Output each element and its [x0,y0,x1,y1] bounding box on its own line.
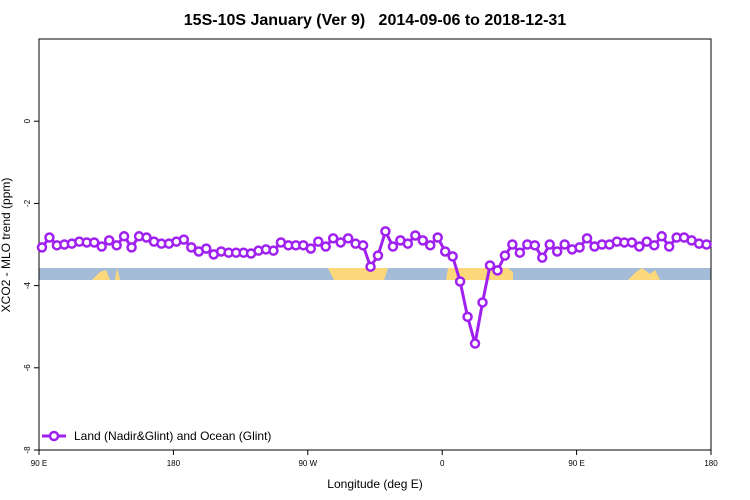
data-point [320,241,331,252]
y-tick-label: -8 [23,446,32,454]
data-point [544,239,555,250]
y-tick-label: -6 [23,364,32,372]
data-point [141,232,152,243]
data-point [454,276,466,287]
x-tick-label: 90 E [568,459,584,468]
data-point [701,239,712,250]
data-point [103,235,115,246]
x-tick-label: 0 [440,459,445,468]
data-point [186,242,197,253]
data-point [537,252,548,263]
data-point [447,251,458,262]
data-point [634,241,645,252]
data-point [559,239,570,250]
data-point [380,226,391,237]
y-axis-label: XCO2 - MLO trend (ppm) [0,178,13,313]
data-point [499,250,511,261]
data-point [402,238,414,249]
y-tick-label: -4 [23,281,32,289]
data-point [439,246,451,257]
x-axis-label: Longitude (deg E) [327,477,422,491]
data-point [44,232,55,243]
x-tick-label: 90 W [298,459,317,468]
data-point [551,246,563,257]
data-point [663,241,675,252]
data-point [484,260,496,271]
data-point [417,235,429,246]
data-point [410,230,421,241]
data-point [656,231,667,242]
data-point [372,250,384,261]
data-point [89,237,100,248]
x-tick-label: 180 [704,459,718,468]
data-point [335,237,346,248]
data-point [365,261,376,272]
surface-band [39,268,711,280]
x-tick-label: 90 E [31,459,47,468]
legend: Land (Nadir&Glint) and Ocean (Glint) [42,429,271,443]
data-point [529,240,541,251]
data-point [581,233,593,244]
land-area [628,268,660,280]
land-area [115,268,120,280]
data-point [357,240,369,251]
land-area [92,270,110,280]
data-point [649,240,660,251]
data-point [477,297,488,308]
data-point [118,231,130,242]
data-point [313,236,324,247]
data-point [342,233,354,244]
data-point [462,311,473,323]
data-point [387,241,399,252]
data-point [126,242,137,253]
data-point [626,237,638,248]
data-point [574,242,585,253]
data-point [178,234,190,245]
data-point [425,240,436,251]
land-area [328,268,388,280]
data-point [268,245,279,256]
data-point [111,240,122,251]
y-tick-label: 0 [23,118,32,123]
data-point [96,241,107,252]
x-tick-label: 180 [167,459,181,468]
data-point [432,232,443,243]
legend-marker [48,430,60,442]
y-tick-label: -2 [23,199,32,207]
data-point [469,338,481,349]
data-point [305,243,317,254]
data-point [201,243,212,254]
data-point [327,233,339,244]
data-point [514,247,526,258]
series [36,226,712,349]
data-point [492,265,503,276]
chart-title: 15S-10S January (Ver 9) 2014-09-06 to 20… [184,12,567,29]
data-point [36,242,48,253]
legend-label: Land (Nadir&Glint) and Ocean (Glint) [74,429,271,443]
data-point [507,239,518,250]
